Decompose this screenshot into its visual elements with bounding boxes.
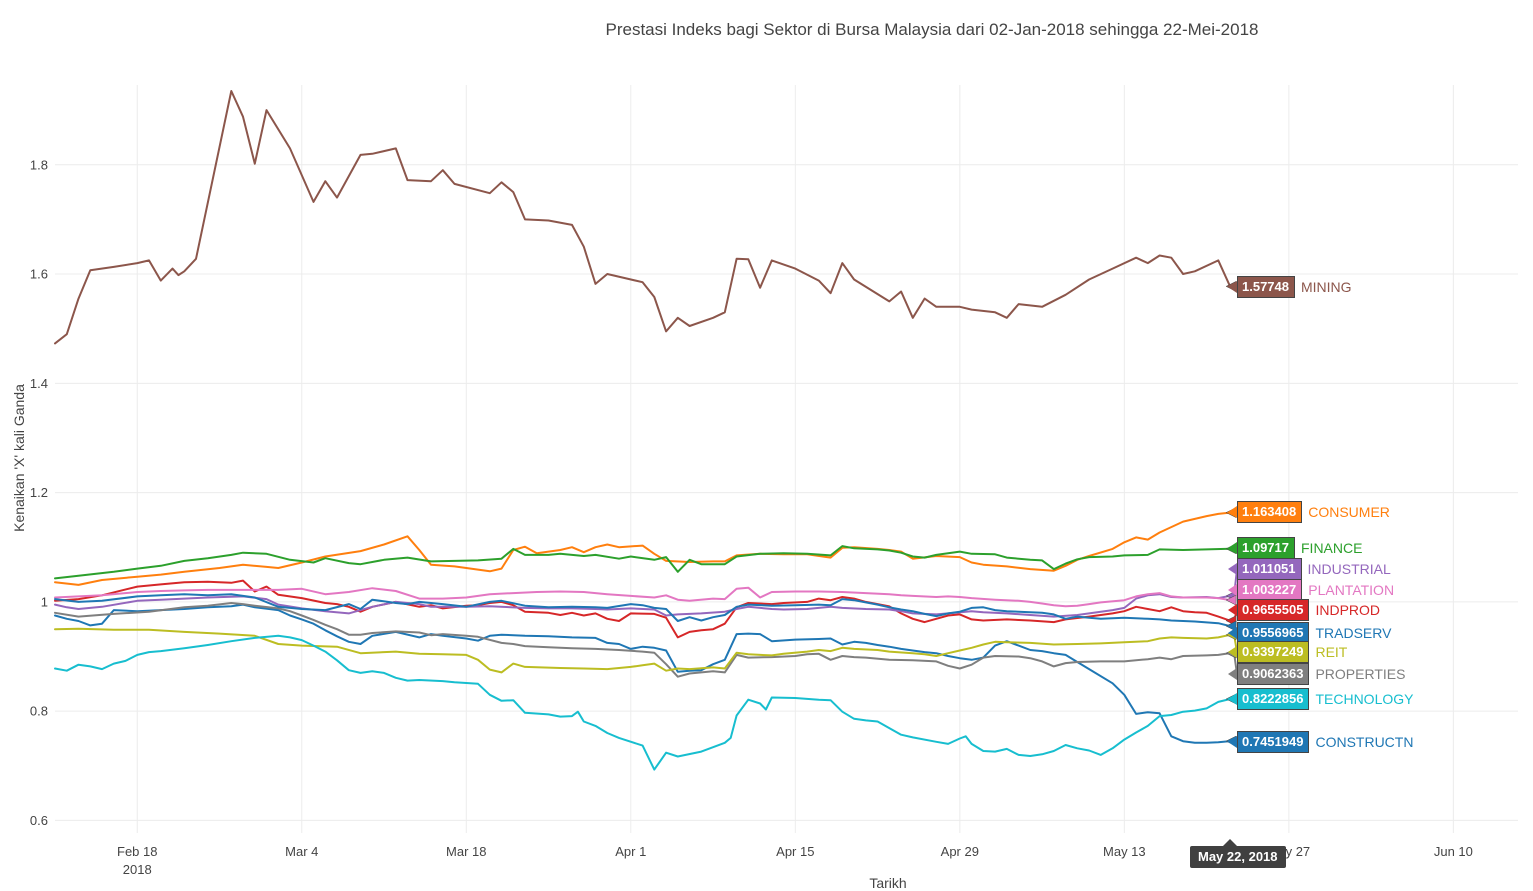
series-end-value: 0.9655505 <box>1237 599 1310 621</box>
x-tick-label: Jun 10 <box>1434 844 1473 859</box>
series-name: CONSUMER <box>1308 504 1390 520</box>
series-line-mining[interactable] <box>54 90 1232 345</box>
series-label-finance: 1.09717 FINANCE <box>1228 537 1362 559</box>
series-line-reit[interactable] <box>54 627 1232 674</box>
label-arrow-notch-icon <box>1228 563 1237 575</box>
y-tick-label: 1.6 <box>30 267 48 282</box>
series-line-finance[interactable] <box>54 545 1232 580</box>
x-tick-label: Apr 1 <box>615 844 646 859</box>
label-arrow-notch-icon <box>1228 281 1237 293</box>
chart-title: Prestasi Indeks bagi Sektor di Bursa Mal… <box>605 20 1259 39</box>
series-name: PLANTATION <box>1308 582 1395 598</box>
x-tick-label: Mar 4 <box>285 844 318 859</box>
series-line-properties[interactable] <box>54 602 1232 678</box>
series-name: CONSTRUCTN <box>1315 734 1414 750</box>
series-line-constructn[interactable] <box>54 603 1232 744</box>
series-name: FINANCE <box>1301 540 1363 556</box>
y-axis-title: Kenaikan 'X' kali Ganda <box>11 384 27 532</box>
series-name: PROPERTIES <box>1315 666 1406 682</box>
x-tick-label: Mar 18 <box>446 844 486 859</box>
label-arrow-notch-icon <box>1228 693 1237 705</box>
y-tick-label: 0.8 <box>30 704 48 719</box>
series-end-value: 0.7451949 <box>1237 731 1310 753</box>
y-tick-label: 1.4 <box>30 376 48 391</box>
series-label-consumer: 1.163408 CONSUMER <box>1228 501 1390 523</box>
series-label-reit: 0.9397249 REIT <box>1228 641 1347 663</box>
label-arrow-notch-icon <box>1228 506 1237 518</box>
series-name: INDUSTRIAL <box>1307 561 1391 577</box>
series-name: INDPROD <box>1315 602 1381 618</box>
x-tick-label: Apr 15 <box>776 844 814 859</box>
y-tick-label: 1.8 <box>30 157 48 172</box>
series-end-value: 0.9062363 <box>1237 663 1310 685</box>
series-name: TRADSERV <box>1315 625 1392 641</box>
y-tick-label: 0.6 <box>30 813 48 828</box>
series-end-value: 1.57748 <box>1237 276 1295 298</box>
x-axis-title: Tarikh <box>869 875 907 891</box>
series-arrowhead-plantation <box>1225 594 1237 606</box>
y-tick-label: 1 <box>41 594 48 609</box>
y-tick-label: 1.2 <box>30 485 48 500</box>
series-end-value: 1.09717 <box>1237 537 1295 559</box>
series-line-indprod[interactable] <box>54 579 1232 639</box>
x-tick-sublabel: 2018 <box>123 862 152 877</box>
series-name: TECHNOLOGY <box>1315 691 1414 707</box>
series-label-mining: 1.57748 MINING <box>1228 276 1352 298</box>
label-arrow-notch-icon <box>1228 736 1237 748</box>
series-name: REIT <box>1315 644 1348 660</box>
series-end-value: 1.163408 <box>1237 501 1303 523</box>
series-name: MINING <box>1301 279 1352 295</box>
label-arrow-notch-icon <box>1228 646 1237 658</box>
series-line-tradserv[interactable] <box>54 593 1232 628</box>
series-label-industrial: 1.011051 INDUSTRIAL <box>1228 558 1391 580</box>
label-arrow-notch-icon <box>1228 604 1237 616</box>
series-end-value: 0.9397249 <box>1237 641 1310 663</box>
series-line-industrial[interactable] <box>54 593 1232 618</box>
series-label-indprod: 0.9655505 INDPROD <box>1228 599 1380 621</box>
label-arrow-notch-icon <box>1228 668 1237 680</box>
series-end-value: 1.003227 <box>1237 579 1303 601</box>
tooltip-text: May 22, 2018 <box>1198 849 1278 864</box>
series-label-constructn: 0.7451949 CONSTRUCTN <box>1228 731 1413 753</box>
series-line-technology[interactable] <box>54 634 1232 771</box>
series-label-technology: 0.8222856 TECHNOLOGY <box>1228 688 1413 710</box>
date-tooltip: May 22, 2018 <box>1190 839 1286 868</box>
label-arrow-notch-icon <box>1228 584 1237 596</box>
series-end-value: 0.8222856 <box>1237 688 1310 710</box>
series-end-value: 0.9556965 <box>1237 622 1310 644</box>
x-tick-label: Feb 18 <box>117 844 157 859</box>
series-line-consumer[interactable] <box>54 511 1232 586</box>
label-arrow-notch-icon <box>1228 627 1237 639</box>
x-tick-label: Apr 29 <box>941 844 979 859</box>
series-label-plantation: 1.003227 PLANTATION <box>1228 579 1394 601</box>
series-line-plantation[interactable] <box>54 586 1232 608</box>
series-label-tradserv: 0.9556965 TRADSERV <box>1228 622 1391 644</box>
tooltip-caret <box>1223 839 1237 846</box>
x-tick-label: May 13 <box>1103 844 1146 859</box>
label-arrow-notch-icon <box>1228 542 1237 554</box>
series-end-value: 1.011051 <box>1237 558 1302 580</box>
series-label-properties: 0.9062363 PROPERTIES <box>1228 663 1405 685</box>
